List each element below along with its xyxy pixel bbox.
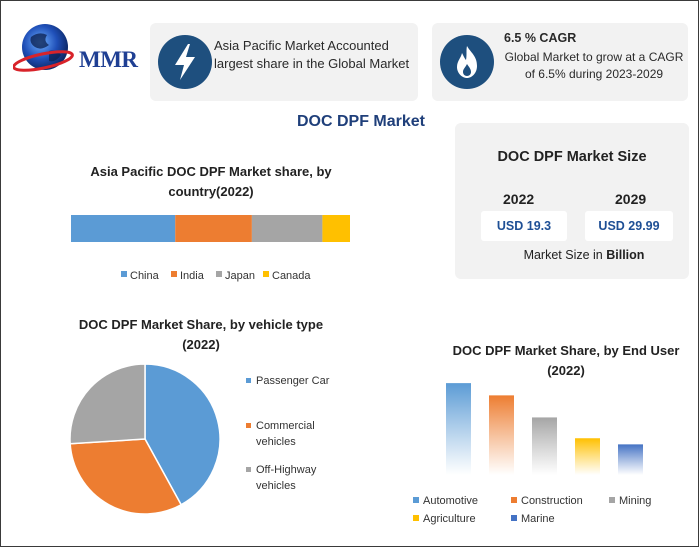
logo-text: MMR: [79, 47, 138, 72]
stacked-bar-segment-canada: [322, 215, 350, 242]
legend-swatch: [246, 378, 251, 383]
chart-title-country: Asia Pacific DOC DPF Market share, by co…: [90, 164, 332, 199]
legend-swatch: [413, 515, 419, 521]
legend-label: Japan: [225, 270, 255, 282]
legend-swatch: [511, 497, 517, 503]
bar-mining: [532, 417, 557, 475]
legend-label: Commercial vehicles: [256, 420, 315, 448]
note-prefix: Market Size in: [523, 248, 607, 262]
legend-label: Canada: [272, 270, 311, 282]
year-label: 2029: [615, 191, 647, 207]
legend-label: Marine: [521, 513, 555, 525]
main-title: DOC DPF Market: [296, 113, 426, 130]
market-size-note: Market Size in Billion: [519, 248, 649, 262]
bar-marine: [618, 444, 643, 475]
bar-construction: [489, 395, 514, 475]
legend-label: Agriculture: [423, 513, 476, 525]
pie-slice-commercial-vehicles: [69, 438, 183, 515]
bar-automotive: [446, 383, 471, 475]
legend-swatch: [413, 497, 419, 503]
pie-slice-off-highway-vehicles: [69, 363, 146, 445]
stacked-bar-segment-japan: [251, 215, 323, 242]
legend-swatch: [246, 467, 251, 472]
info-card-asia-pacific: Asia Pacific Market Accounted largest sh…: [150, 23, 418, 101]
info-card-text: Global Market to grow at a CAGR of 6.5% …: [504, 50, 684, 81]
legend-swatch: [511, 515, 517, 521]
info-card-cagr: 6.5 % CAGR Global Market to grow at a CA…: [432, 23, 688, 101]
pie-slice-passenger-car: [144, 363, 221, 506]
legend-swatch: [263, 271, 269, 277]
stacked-bar-segment-china: [71, 215, 176, 242]
legend-label: China: [130, 270, 160, 282]
legend-label: Passenger Car: [256, 375, 330, 387]
globe-icon: [12, 24, 74, 72]
mmr-logo: MMR: [12, 21, 143, 77]
stacked-bar-segment-india: [175, 215, 252, 242]
legend-swatch: [216, 271, 222, 277]
legend-label: Automotive: [423, 495, 478, 507]
legend-swatch: [609, 497, 615, 503]
legend-label: Mining: [619, 495, 651, 507]
market-size-card: DOC DPF Market Size 2022 2029 USD 19.3 U…: [455, 123, 689, 279]
legend-label: India: [180, 270, 205, 282]
legend-label: Construction: [521, 495, 583, 507]
chart-title-vehicle-type: DOC DPF Market Share, by vehicle type (2…: [78, 317, 324, 352]
badge: [440, 35, 494, 89]
legend-label: Off-Highway vehicles: [256, 464, 317, 492]
note-unit: Billion: [606, 248, 645, 262]
info-card-text: Asia Pacific Market Accounted largest sh…: [214, 38, 410, 71]
chart-title-end-user: DOC DPF Market Share, by End User (2022): [452, 343, 680, 378]
legend-swatch: [171, 271, 177, 277]
market-size-value: USD 19.3: [481, 211, 567, 241]
badge: [158, 35, 212, 89]
info-card-title: 6.5 % CAGR: [504, 31, 577, 45]
year-label: 2022: [503, 191, 535, 207]
market-size-title: DOC DPF Market Size: [497, 149, 647, 165]
flame-icon: [457, 46, 477, 78]
bar-agriculture: [575, 438, 600, 475]
market-size-value: USD 29.99: [585, 211, 673, 241]
legend-swatch: [246, 423, 251, 428]
lightning-icon: [175, 44, 195, 80]
legend-swatch: [121, 271, 127, 277]
